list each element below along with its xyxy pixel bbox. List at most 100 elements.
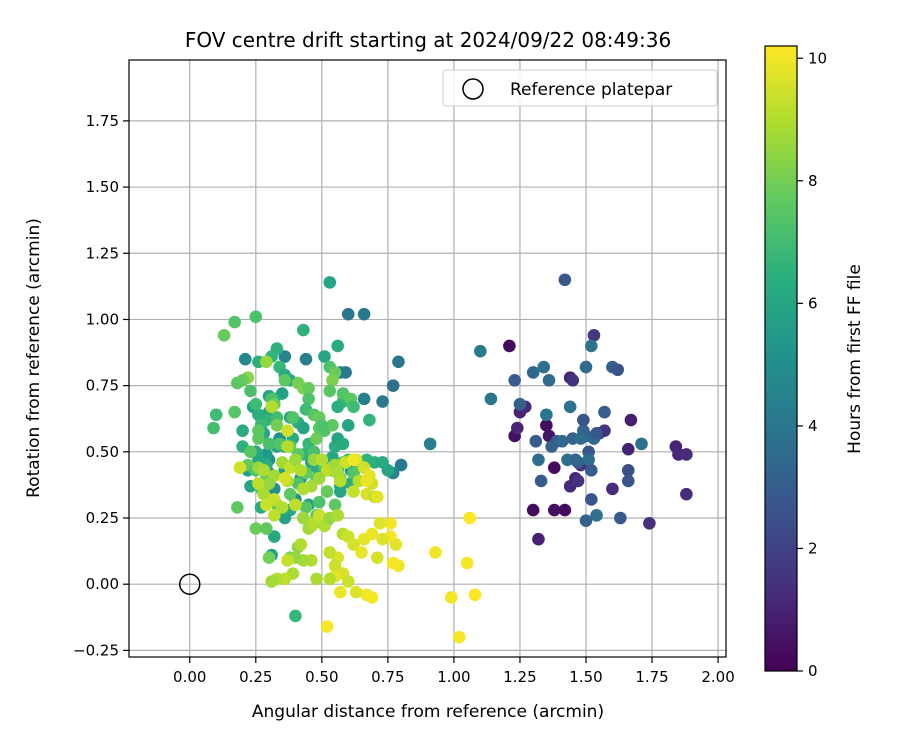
data-point <box>294 464 308 477</box>
data-point <box>334 474 347 488</box>
colorbar-label: Hours from first FF file <box>845 264 865 454</box>
data-point <box>534 474 548 488</box>
y-tick-label: 0.00 <box>86 575 119 593</box>
data-point <box>252 432 265 445</box>
legend-marker <box>462 78 484 100</box>
data-point <box>540 419 553 432</box>
data-point <box>386 379 400 392</box>
data-point <box>244 445 257 459</box>
data-point <box>278 511 292 525</box>
data-point <box>376 395 389 408</box>
colorbar-tick-label: 0 <box>808 662 818 680</box>
data-point <box>334 585 347 599</box>
data-point <box>386 556 400 570</box>
data-point <box>376 532 389 546</box>
colorbar-tick-label: 2 <box>808 539 818 557</box>
data-point <box>209 408 223 422</box>
data-point <box>312 509 326 522</box>
data-point <box>236 424 249 437</box>
data-point <box>558 273 572 287</box>
data-point <box>542 374 556 387</box>
data-point <box>540 408 553 422</box>
data-point <box>336 437 350 451</box>
x-tick-label: 0.75 <box>371 668 404 686</box>
data-point <box>503 339 516 353</box>
data-point <box>621 474 635 488</box>
x-tick-label: 0.00 <box>173 668 206 686</box>
data-point <box>484 392 498 406</box>
data-point <box>429 546 442 559</box>
data-point <box>326 374 339 387</box>
data-point <box>267 530 281 543</box>
data-point <box>365 527 379 541</box>
colorbar-tick-label: 4 <box>808 417 818 435</box>
y-axis-label: Rotation from reference (arcmin) <box>24 218 44 498</box>
data-point <box>260 355 273 369</box>
data-point <box>558 503 572 517</box>
data-point <box>532 453 545 467</box>
x-tick-label: 1.75 <box>635 668 668 686</box>
y-tick-label: 1.00 <box>86 310 119 328</box>
data-point <box>347 453 360 467</box>
data-point <box>299 501 313 514</box>
x-tick-label: 0.25 <box>239 668 272 686</box>
data-point <box>289 609 302 623</box>
legend-entry-reference-platepar: Reference platepar <box>510 80 672 100</box>
data-point <box>262 437 276 451</box>
data-point <box>252 477 265 490</box>
data-point <box>283 487 297 501</box>
data-point <box>310 432 323 445</box>
data-point <box>331 339 344 353</box>
y-tick-label: 1.50 <box>86 178 119 196</box>
data-point <box>460 556 474 570</box>
data-point <box>323 276 337 289</box>
data-point <box>680 448 693 461</box>
x-tick-label: 1.25 <box>503 668 536 686</box>
y-tick-label: 0.50 <box>86 443 119 461</box>
data-point <box>320 620 334 633</box>
data-point <box>302 392 315 406</box>
data-point <box>584 464 598 477</box>
data-point <box>281 424 294 437</box>
data-point <box>294 538 308 551</box>
data-point <box>265 575 278 588</box>
data-point <box>577 413 590 427</box>
data-point <box>621 442 635 456</box>
data-point <box>323 384 337 398</box>
y-tick-label: −0.25 <box>73 641 119 659</box>
chart-title: FOV centre drift starting at 2024/09/22 … <box>185 28 671 52</box>
data-point <box>217 329 231 342</box>
data-point <box>363 413 376 427</box>
data-point <box>257 487 271 501</box>
data-point <box>590 509 603 522</box>
data-point <box>569 453 582 467</box>
data-point <box>312 471 326 485</box>
colorbar-tick-label: 10 <box>808 49 827 67</box>
data-point <box>297 511 310 525</box>
y-tick-label: 1.75 <box>86 112 119 130</box>
data-point <box>249 310 263 324</box>
data-point <box>320 485 334 498</box>
data-point <box>262 551 276 565</box>
data-point <box>349 585 363 599</box>
data-point <box>680 487 693 501</box>
data-point <box>532 532 545 546</box>
data-point <box>381 464 395 477</box>
data-point <box>310 572 323 586</box>
data-point <box>635 437 648 451</box>
colorbar-ticks: 0 2 4 6 8 10 <box>797 49 827 680</box>
y-tick-label: 1.25 <box>86 244 119 262</box>
data-point <box>326 419 339 432</box>
data-point <box>207 421 220 435</box>
data-point <box>373 517 387 530</box>
data-point <box>587 329 601 342</box>
data-point <box>371 551 384 565</box>
x-tick-label: 0.50 <box>305 668 338 686</box>
data-point <box>526 503 540 517</box>
data-point <box>513 397 527 411</box>
data-point <box>328 559 342 572</box>
data-point <box>341 419 355 432</box>
data-point <box>289 453 302 467</box>
data-point <box>315 453 329 467</box>
